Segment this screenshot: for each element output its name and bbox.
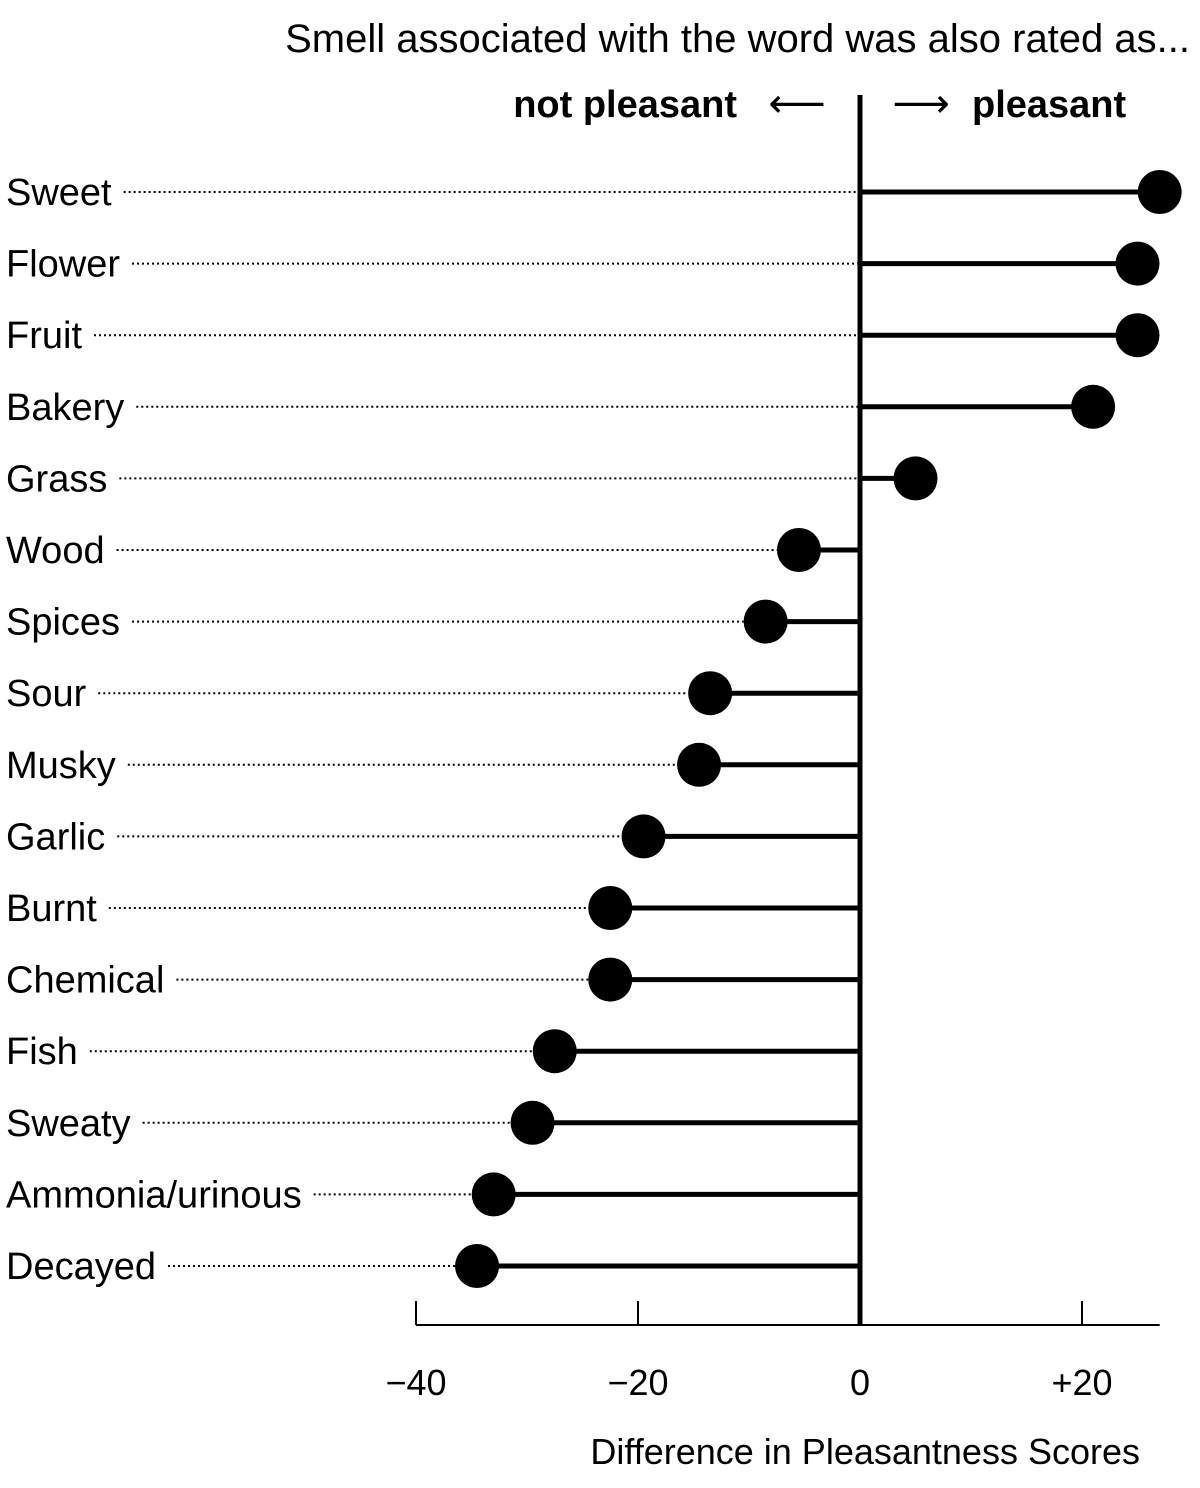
category-label: Sour <box>6 673 87 715</box>
x-axis: −40 −20 0 +20 <box>385 1301 1160 1403</box>
not-pleasant-label: not pleasant <box>513 84 737 126</box>
lollipop-dot <box>1137 170 1182 214</box>
lollipop-dot <box>455 1244 500 1288</box>
lollipop-dot <box>621 814 666 859</box>
lollipop-dot <box>1071 384 1116 429</box>
lollipop-dot <box>532 1029 577 1074</box>
lollipop-dot <box>471 1172 516 1217</box>
x-tick-label: 0 <box>850 1362 870 1403</box>
lollipop-dot <box>510 1100 555 1145</box>
right-arrow-icon: ⟶ <box>892 82 949 126</box>
x-tick-label: +20 <box>1051 1362 1112 1403</box>
lollipop-dot <box>1115 241 1160 286</box>
category-label: Fruit <box>6 315 82 357</box>
category-label: Chemical <box>6 960 164 1002</box>
category-labels: Sweet Flower Fruit Bakery Grass Wood Spices Sou… <box>6 172 302 1288</box>
category-label: Grass <box>6 458 107 500</box>
category-label: Wood <box>6 530 105 572</box>
category-label: Flower <box>6 244 120 286</box>
category-label: Burnt <box>6 888 97 930</box>
category-label: Decayed <box>6 1246 156 1288</box>
lollipop-dot <box>1115 313 1160 358</box>
lollipop-dot <box>688 671 733 716</box>
lollipop-dots <box>455 170 1182 1288</box>
category-label: Musky <box>6 745 116 787</box>
x-axis-ticks: −40 −20 0 +20 <box>385 1301 1113 1403</box>
lollipop-dot <box>776 528 821 572</box>
x-tick-label: −20 <box>607 1362 668 1403</box>
lollipop-dot <box>677 742 722 787</box>
category-label: Fish <box>6 1031 78 1073</box>
x-tick-label: −40 <box>385 1362 446 1403</box>
category-label: Garlic <box>6 816 105 858</box>
lollipop-dot <box>588 886 633 930</box>
lollipop-dot <box>588 957 633 1002</box>
lollipop-stems <box>477 189 1160 1269</box>
leader-lines <box>89 191 860 1267</box>
category-label: Spices <box>6 602 120 644</box>
category-label: Bakery <box>6 387 124 429</box>
category-label: Ammonia/urinous <box>6 1174 302 1216</box>
pleasant-label: pleasant <box>972 84 1127 126</box>
category-label: Sweaty <box>6 1103 131 1145</box>
chart-title: Smell associated with the word was also … <box>285 17 1190 61</box>
lollipop-dot <box>743 599 788 644</box>
left-arrow-icon: ⟵ <box>768 82 825 126</box>
x-axis-title: Difference in Pleasantness Scores <box>590 1431 1140 1472</box>
lollipop-dot <box>893 456 938 501</box>
category-label: Sweet <box>6 172 112 214</box>
